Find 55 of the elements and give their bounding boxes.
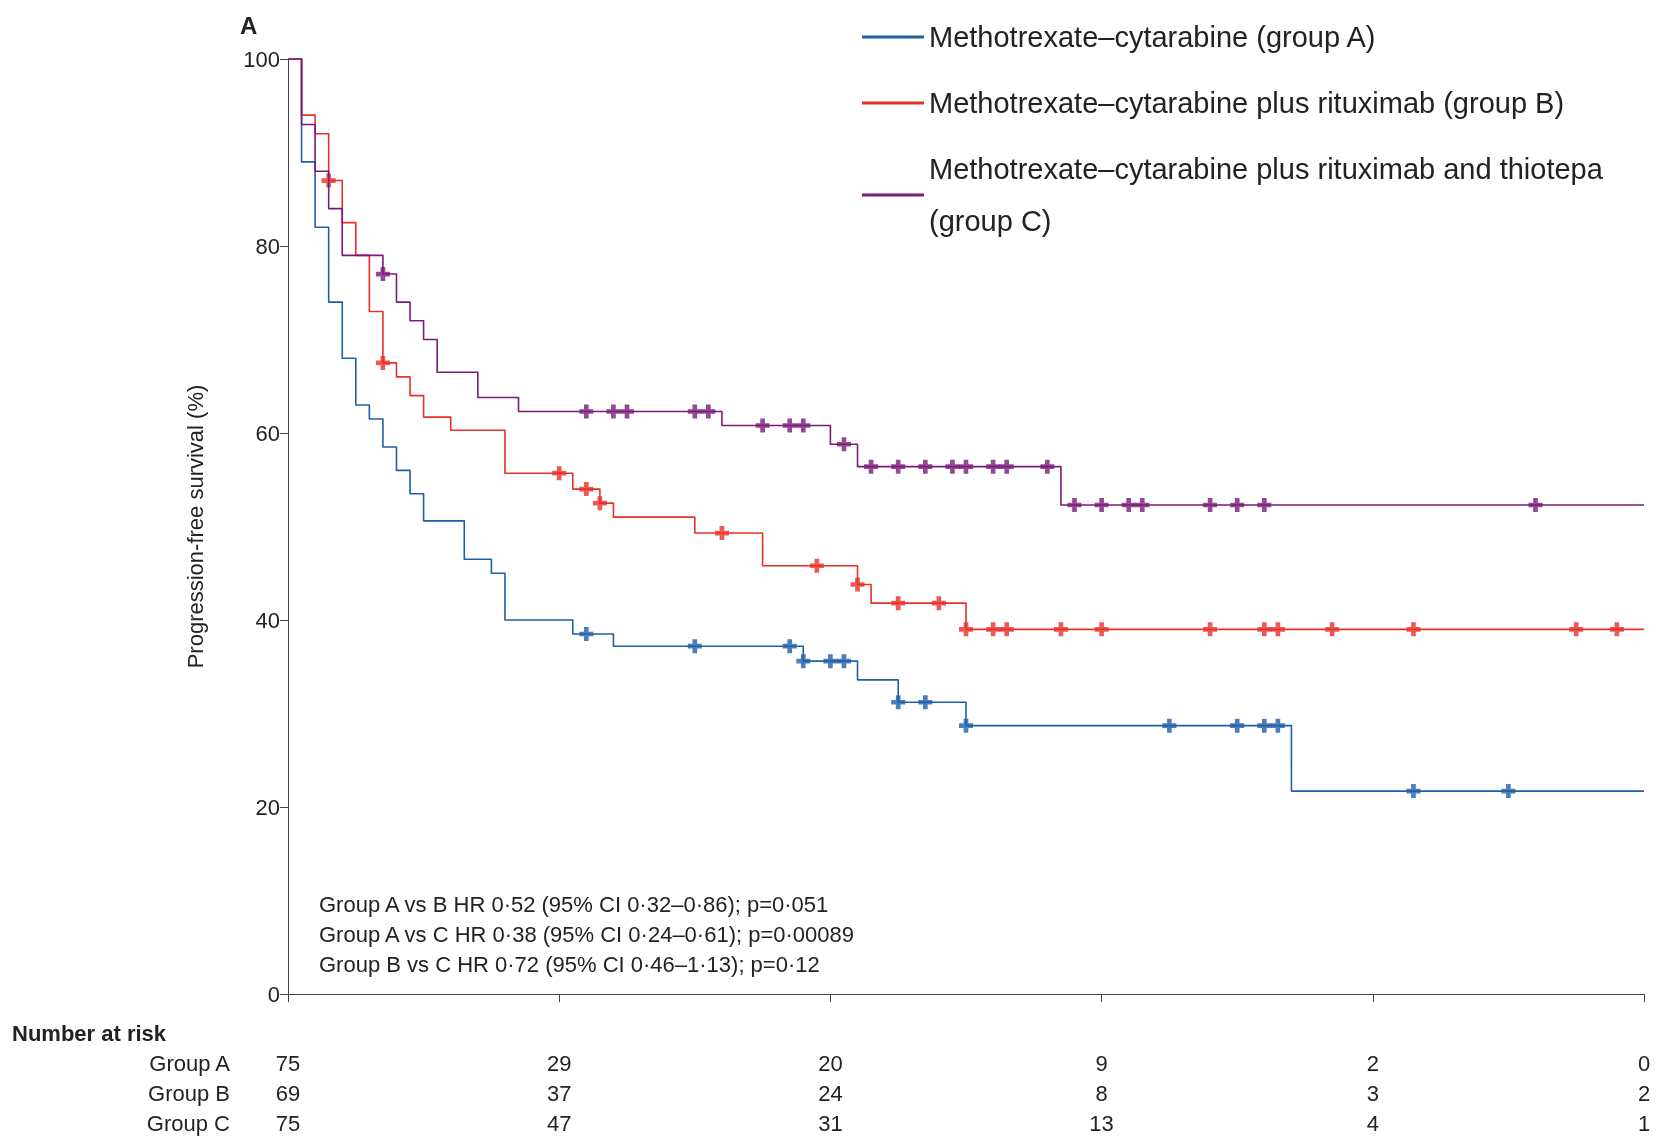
text: 24: [818, 1080, 843, 1106]
text: 75: [275, 1050, 301, 1076]
point: [1162, 718, 1177, 733]
text: 37: [546, 1080, 572, 1106]
text: 0: [1637, 1050, 1651, 1076]
text: 13: [1089, 1110, 1114, 1136]
y-tick-label: 60: [255, 420, 280, 446]
text: 1: [1637, 1110, 1651, 1136]
y-axis-title: Progression-free survival (%): [182, 384, 208, 669]
annotation: Group B vs C HR 0·72 (95% CI 0·46–1·13); p=0·12: [319, 951, 820, 977]
point: [945, 459, 960, 474]
point: [1257, 622, 1272, 637]
text: 3: [1366, 1080, 1379, 1106]
legend-label: Methotrexate–cytarabine (group A): [929, 21, 1376, 53]
text: Group A: [149, 1050, 231, 1076]
text: 2: [1637, 1080, 1651, 1106]
point: [850, 577, 865, 592]
point: [701, 404, 716, 419]
point: [1257, 718, 1272, 733]
y-tick-label: 40: [255, 607, 280, 633]
text: Group B: [148, 1080, 230, 1106]
y-tick-label: 80: [255, 233, 280, 259]
text: 47: [546, 1110, 572, 1136]
point: [755, 418, 770, 433]
point: [1230, 718, 1245, 733]
chart-title: A: [240, 11, 258, 39]
text: 2: [1366, 1050, 1379, 1076]
point: [1094, 622, 1109, 637]
point: [1569, 622, 1584, 637]
y-tick-label: 20: [255, 794, 280, 820]
text: Group C: [146, 1110, 231, 1136]
text: Number at risk: [12, 1020, 167, 1046]
point: [579, 404, 594, 419]
text: 8: [1095, 1080, 1108, 1106]
text: 75: [275, 1110, 301, 1136]
text: 20: [818, 1050, 843, 1076]
point: [796, 418, 811, 433]
legend-label: Methotrexate–cytarabine plus rituximab and thiotepa (group C): [929, 153, 1611, 237]
text: 4: [1366, 1110, 1379, 1136]
legend-label: Methotrexate–cytarabine plus rituximab (group B): [929, 87, 1565, 119]
y-tick-label: 0: [267, 981, 280, 1007]
point: [918, 459, 933, 474]
point: [999, 459, 1014, 474]
point: [891, 459, 906, 474]
text: 69: [275, 1080, 301, 1106]
point: [1040, 459, 1055, 474]
point: [999, 622, 1014, 637]
text: 31: [818, 1110, 843, 1136]
point: [606, 404, 621, 419]
text: 9: [1095, 1050, 1108, 1076]
y-tick-label: 100: [243, 46, 280, 72]
point: [1406, 622, 1421, 637]
text: 29: [546, 1050, 572, 1076]
annotation: Group A vs C HR 0·38 (95% CI 0·24–0·61); p=0·00089: [319, 921, 855, 947]
annotation: Group A vs B HR 0·52 (95% CI 0·32–0·86); p=0·051: [319, 891, 829, 917]
